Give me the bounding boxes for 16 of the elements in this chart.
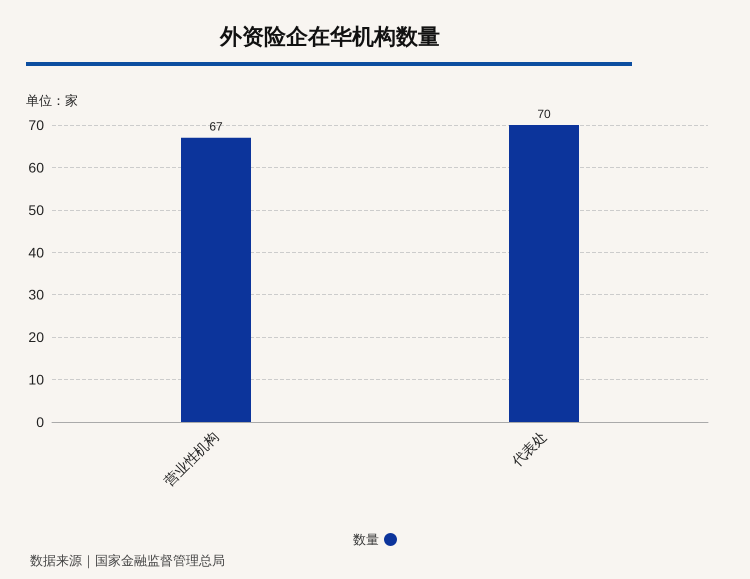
chart-title: 外资险企在华机构数量 bbox=[218, 24, 441, 52]
data-label: 67 bbox=[209, 120, 223, 134]
y-tick-label: 70 bbox=[28, 117, 44, 133]
y-tick-label: 60 bbox=[28, 159, 44, 176]
y-axis-title: 单位：家 bbox=[26, 93, 78, 110]
y-tick-label: 20 bbox=[28, 329, 44, 346]
y-tick-label: 30 bbox=[28, 286, 44, 303]
y-tick-label: 50 bbox=[28, 202, 44, 218]
y-tick-label: 10 bbox=[28, 372, 44, 388]
x-tick-label: 营业性机构 bbox=[160, 428, 222, 490]
y-tick-label: 40 bbox=[28, 244, 44, 260]
legend-label: 数量 bbox=[353, 532, 379, 547]
y-tick-label: 0 bbox=[36, 414, 44, 430]
source-note: 数据来源｜国家金融监督管理总局 bbox=[30, 553, 225, 570]
data-label: 70 bbox=[537, 107, 551, 121]
x-tick-label: 代表处 bbox=[508, 428, 550, 470]
